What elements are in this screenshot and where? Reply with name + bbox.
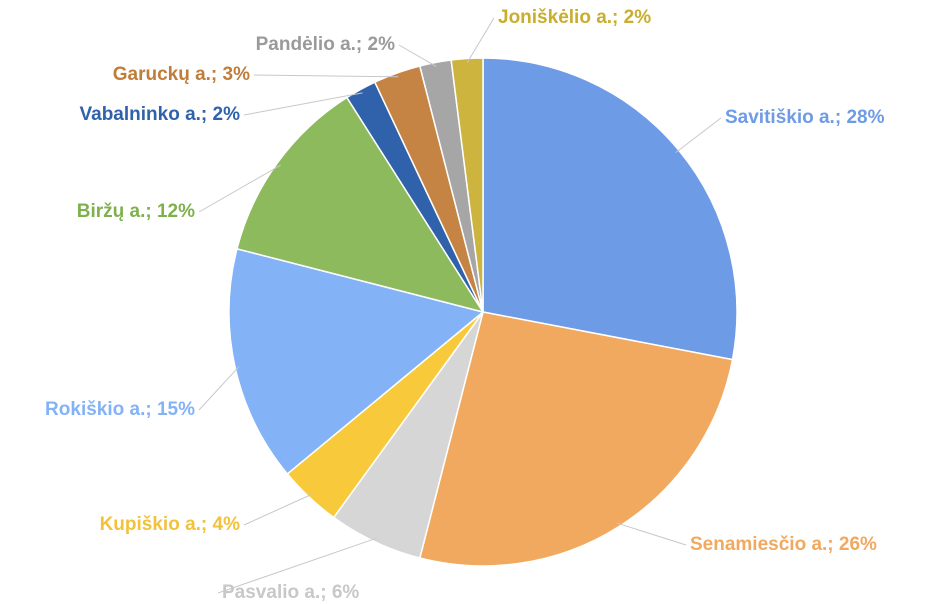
data-label: Savitiškio a.; 28% — [725, 107, 885, 128]
leader-line — [398, 44, 437, 67]
pie-slice — [482, 57, 738, 361]
data-label: Biržų a.; 12% — [77, 201, 195, 222]
data-label: Joniškėlio a.; 2% — [498, 7, 651, 28]
leader-line — [253, 74, 399, 78]
leader-line — [675, 117, 722, 154]
pie-slice — [236, 96, 485, 314]
leader-line — [243, 493, 313, 526]
leader-line — [466, 17, 495, 63]
pie-slice — [450, 57, 484, 313]
data-label: Kupiškio a.; 4% — [100, 514, 241, 535]
data-label: Garuckų a.; 3% — [113, 64, 250, 85]
data-label: Senamiesčio a.; 26% — [690, 534, 877, 555]
leader-line — [198, 366, 240, 411]
data-label: Vabalninko a.; 2% — [80, 104, 241, 125]
leader-line — [198, 164, 281, 213]
leader-line — [217, 537, 377, 594]
leader-line — [616, 522, 687, 546]
leader-line — [243, 92, 363, 116]
pie-slice — [418, 311, 734, 567]
data-label: Pandėlio a.; 2% — [256, 34, 395, 55]
data-label: Rokiškio a.; 15% — [45, 399, 195, 420]
data-label: Pasvalio a.; 6% — [222, 582, 359, 603]
pie-slice — [228, 247, 485, 475]
